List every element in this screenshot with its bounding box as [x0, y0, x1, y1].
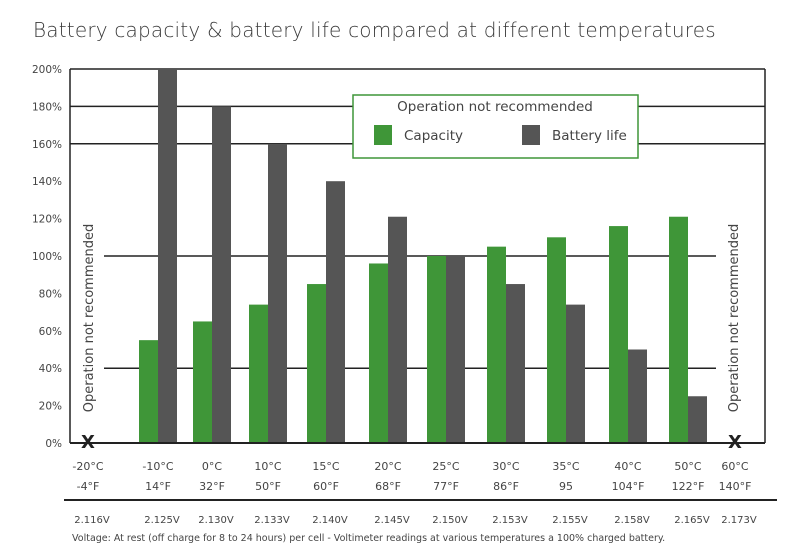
x-tick-label-c: -20°C: [72, 460, 103, 473]
x-tick-label-c: 0°C: [202, 460, 222, 473]
voltage-label: 2.145V: [374, 515, 410, 526]
bar-battery-life-7: [506, 284, 525, 443]
not-recommended-text: Operation not recommended: [727, 224, 742, 412]
bar-battery-life-9: [628, 349, 647, 443]
voltage-label: 2.116V: [74, 515, 110, 526]
bar-battery-life-5: [388, 216, 407, 443]
voltage-label: 2.130V: [198, 515, 234, 526]
y-tick-label: 100%: [32, 251, 62, 263]
x-tick-label-f: 86°F: [493, 480, 519, 493]
x-tick-label-c: 25°C: [432, 460, 459, 473]
x-tick-label-c: 10°C: [254, 460, 281, 473]
not-recommended-x-mark: X: [81, 432, 95, 453]
bar-battery-life-8: [566, 304, 585, 443]
legend-box: [352, 94, 639, 159]
bars: [139, 69, 707, 444]
legend-swatch-battery-life: [522, 125, 540, 145]
x-tick-label-c: 15°C: [312, 460, 339, 473]
x-tick-label-c: 30°C: [492, 460, 519, 473]
voltage-label: 2.125V: [144, 515, 180, 526]
x-tick-label-f: 104°F: [612, 480, 645, 493]
bar-capacity-5: [369, 263, 388, 443]
bar-battery-life-1: [158, 69, 177, 443]
bar-capacity-9: [609, 226, 628, 443]
x-tick-label-f: 68°F: [375, 480, 401, 493]
x-tick-label-f: 14°F: [145, 480, 171, 493]
y-tick-label: 200%: [32, 64, 62, 76]
y-tick-label: 180%: [32, 101, 62, 113]
y-tick-label: 60%: [39, 326, 62, 338]
bar-capacity-2: [193, 321, 212, 443]
bar-capacity-4: [307, 284, 326, 443]
x-tick-label-c: 40°C: [614, 460, 641, 473]
bar-capacity-10: [669, 216, 688, 443]
voltage-label: 2.158V: [614, 515, 650, 526]
x-tick-label-f: 50°F: [255, 480, 281, 493]
y-tick-label: 80%: [39, 288, 62, 300]
y-tick-label: 40%: [39, 363, 62, 375]
voltage-label: 2.173V: [721, 515, 757, 526]
voltage-label: 2.133V: [254, 515, 290, 526]
x-tick-label-c: -10°C: [142, 460, 173, 473]
not-recommended-x-mark: X: [728, 432, 742, 453]
x-tick-label-f: 95: [559, 480, 573, 493]
bar-battery-life-3: [268, 143, 287, 444]
legend-swatch-capacity: [374, 125, 392, 145]
y-tick-label: 20%: [39, 401, 62, 413]
bar-battery-life-6: [446, 256, 465, 443]
x-tick-label-c: 35°C: [552, 460, 579, 473]
voltage-label: 2.165V: [674, 515, 710, 526]
not-recommended-text: Operation not recommended: [82, 224, 97, 412]
x-axis: -20°C -4°F 2.116V -10°C 14°F 2.125V 0°C 32°F 2.1…: [64, 460, 777, 526]
bar-capacity-3: [249, 304, 268, 443]
not-recommended-labels: X Operation not recommended X Operation not…: [81, 224, 742, 453]
x-tick-label-f: 32°F: [199, 480, 225, 493]
bar-battery-life-2: [212, 106, 231, 444]
x-tick-label-f: 60°F: [313, 480, 339, 493]
bar-capacity-6: [427, 256, 446, 443]
x-tick-label-f: 140°F: [719, 480, 752, 493]
bar-capacity-7: [487, 246, 506, 443]
chart-title: Battery capacity & battery life compared…: [33, 18, 716, 42]
y-tick-label: 120%: [32, 214, 62, 226]
x-tick-label-f: 77°F: [433, 480, 459, 493]
y-tick-label: 0%: [45, 438, 62, 450]
y-axis: 0% 20% 40% 60% 80% 100% 120% 140% 160% 180% 200%: [32, 64, 62, 450]
x-tick-label-c: 60°C: [721, 460, 748, 473]
bar-capacity-8: [547, 237, 566, 443]
x-tick-label-c: 20°C: [374, 460, 401, 473]
voltage-label: 2.150V: [432, 515, 468, 526]
bar-battery-life-4: [326, 181, 345, 443]
footnote: Voltage: At rest (off charge for 8 to 24…: [72, 533, 665, 544]
voltage-label: 2.153V: [492, 515, 528, 526]
footer: Voltage: At rest (off charge for 8 to 24…: [72, 533, 665, 544]
legend: Operation not recommended Capacity Battery…: [352, 94, 639, 159]
bar-battery-life-10: [688, 396, 707, 443]
plot-frame: [69, 69, 766, 444]
bar-capacity-1: [139, 340, 158, 443]
y-tick-label: 140%: [32, 176, 62, 188]
legend-title: Operation not recommended: [397, 99, 593, 115]
x-tick-label-f: -4°F: [77, 480, 100, 493]
legend-label-capacity: Capacity: [404, 128, 463, 144]
legend-label-battery-life: Battery life: [552, 128, 627, 144]
x-tick-label-c: 50°C: [674, 460, 701, 473]
y-tick-label: 160%: [32, 139, 62, 151]
voltage-label: 2.140V: [312, 515, 348, 526]
voltage-label: 2.155V: [552, 515, 588, 526]
x-tick-label-f: 122°F: [672, 480, 705, 493]
